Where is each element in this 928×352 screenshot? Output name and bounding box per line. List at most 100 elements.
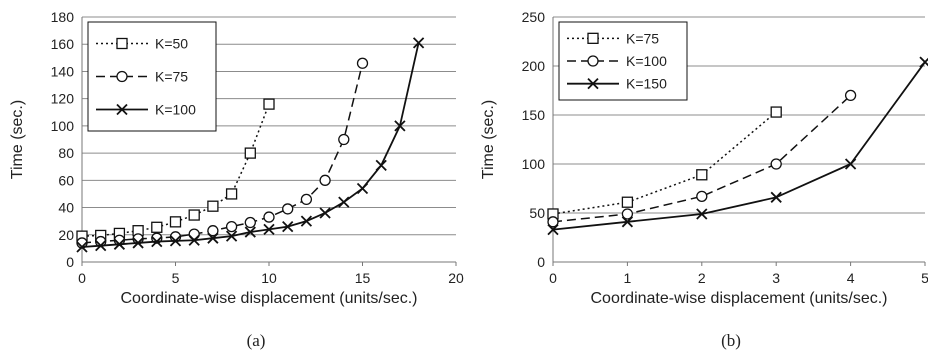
- panel-a-y-tick-label: 180: [51, 9, 75, 25]
- panel-b-series-k75-point: [770, 106, 782, 118]
- panel-b-series-k75: [547, 106, 782, 220]
- panel-b-series-k100-line: [552, 94, 852, 223]
- panel-a-legend-entry-k50-marker: [116, 37, 128, 50]
- panel-b-series-k75-point: [696, 169, 708, 181]
- panel-a-series-k100-point: [412, 37, 425, 49]
- panel-a-series-k50-point: [169, 216, 182, 228]
- panel-b-series-k100: [547, 89, 857, 228]
- panel-a-series-k75-point: [338, 133, 350, 146]
- panel-a-series-k100-point: [300, 215, 313, 227]
- panel-b-legend: K=75 K=100 K=150: [558, 21, 688, 101]
- panel-a-series-k100-point: [188, 234, 200, 246]
- panel-a-y-tick-label: 40: [58, 200, 74, 216]
- panel-b-x-tick-label: 0: [549, 270, 557, 286]
- panel-b-legend-entry-k150-marker: [587, 78, 599, 90]
- panel-a-series-k50-point: [188, 209, 200, 221]
- panel-a-series-k100-point: [95, 240, 107, 252]
- panel-b-series-k100-point: [696, 190, 708, 202]
- panel-a-series-k50-point: [263, 98, 275, 110]
- panel-b-legend-entry-k100-marker: [587, 55, 599, 67]
- panel-b-series-k100-point: [770, 158, 782, 170]
- panel-b-series-k150-point: [547, 224, 559, 236]
- panel-b-series-k150-point: [919, 56, 928, 68]
- panel-a-series-k100-point: [263, 223, 275, 235]
- panel-a-legend-entry-k100-marker: [116, 103, 128, 116]
- panel-a-legend-entry-k75-label: K=75: [155, 69, 188, 85]
- panel-a-series-k75-point: [319, 174, 331, 186]
- panel-b-y-tick-label: 250: [522, 9, 546, 25]
- panel-b-series-k150-point: [844, 158, 857, 170]
- panel-b-x-tick-label: 5: [921, 270, 928, 286]
- panel-a-y-tick-label: 80: [58, 145, 74, 161]
- panel-a-x-tick-label: 0: [78, 270, 86, 286]
- panel-a-y-tick-label: 60: [58, 172, 74, 188]
- panel-a-series-k100-point: [338, 196, 350, 208]
- panel-a-y-tick-label: 0: [66, 254, 74, 270]
- panel-a-legend-box: [87, 21, 217, 132]
- panel-a-y-tick-label: 140: [51, 63, 75, 79]
- panel-b-y-tick-label: 50: [529, 205, 545, 221]
- panel-a-legend-entry-k50-label: K=50: [155, 36, 188, 52]
- panel-a-series-k100-point: [319, 207, 331, 219]
- panel-a-series-k75-point: [244, 216, 256, 229]
- panel-b-x-tick-label: 3: [772, 270, 780, 286]
- panel-b-series-k150-point: [696, 208, 708, 220]
- panel-b-chart: 0 50 100 150 200 250 0 1 2 3 4 5 Coordinate-wise dis…: [480, 9, 928, 350]
- panel-b-label: (b): [721, 331, 741, 350]
- panel-a-x-tick-label: 5: [172, 270, 180, 286]
- panel-a-series-k75-point: [263, 211, 275, 223]
- panel-b-y-tick-label: 150: [522, 107, 546, 123]
- panel-a-series-k75-point: [282, 203, 294, 215]
- panel-b-series-k150-point: [621, 216, 634, 228]
- panel-a-series-k75-point: [225, 220, 238, 233]
- panel-a-series-k50-point: [151, 221, 163, 233]
- panel-a-chart: 0 20 40 60 80 100 120 140 160 180 0 5 10 15 20 Coordina…: [9, 9, 464, 350]
- panel-a-series-k50-point: [244, 147, 256, 159]
- panel-b-legend-entry-k75-label: K=75: [626, 30, 659, 46]
- panel-b-series-k100-point: [621, 208, 634, 220]
- panel-b-legend-entry-k75-marker: [587, 32, 599, 44]
- panel-a-series-k100-point: [76, 241, 88, 253]
- panel-b-series-k75-point: [621, 196, 634, 208]
- panel-a-series-k75-point: [207, 225, 219, 237]
- panel-a-series-k50-point: [207, 200, 219, 212]
- panel-b-y-axis-title: Time (sec.): [480, 100, 497, 179]
- panel-a-series-k100-point: [282, 220, 294, 233]
- panel-a-x-tick-label: 10: [261, 270, 277, 286]
- panel-a-series-k100-point: [375, 159, 387, 171]
- panel-b-x-tick-label: 4: [847, 270, 855, 286]
- panel-b-series-k150: [547, 56, 928, 236]
- panel-a-label: (a): [247, 331, 266, 350]
- panel-a-x-tick-label: 20: [448, 270, 464, 286]
- panel-a-series-k100-point: [169, 235, 182, 247]
- panel-b-legend-entry-k150-label: K=150: [626, 76, 667, 92]
- panel-a-series-k75-point: [300, 193, 313, 206]
- panel-b-legend-box: [558, 21, 688, 101]
- panel-a-y-tick-label: 120: [51, 91, 75, 107]
- panel-a-legend-entry-k100-label: K=100: [155, 102, 196, 118]
- panel-b-x-tick-label: 1: [624, 270, 632, 286]
- panel-b-legend-entry-k100-label: K=100: [626, 53, 667, 69]
- panel-b-series-k100-point: [844, 89, 857, 102]
- panel-a-legend-entry-k75-marker: [116, 70, 128, 83]
- panel-a-series-k100-point: [244, 226, 256, 238]
- panel-a-series-k100-point: [356, 182, 369, 195]
- panel-b-series-k150-line: [552, 61, 926, 231]
- panel-a-x-axis-title: Coordinate-wise displacement (units/sec.…: [120, 290, 417, 307]
- panel-b-y-tick-label: 0: [537, 254, 545, 270]
- panel-b-x-tick-label: 2: [698, 270, 706, 286]
- panel-a-y-tick-label: 100: [51, 118, 75, 134]
- panel-a-y-axis-title: Time (sec.): [9, 100, 26, 179]
- panel-b-y-tick-label: 100: [522, 156, 546, 172]
- panel-a-series-k100-point: [207, 232, 219, 244]
- panel-b-series-k100-point: [547, 216, 559, 228]
- panel-b-series-k75-line: [552, 111, 777, 215]
- panel-a-y-tick-label: 20: [58, 227, 74, 243]
- panel-a-x-tick-label: 15: [355, 270, 371, 286]
- panel-a-series-k100-point: [151, 235, 163, 248]
- panel-a-series-k100-point: [394, 120, 406, 132]
- panel-a-series-k75-point: [356, 57, 369, 69]
- panel-a-series-k50-line: [81, 103, 270, 237]
- panel-a-y-tick-label: 160: [51, 36, 75, 52]
